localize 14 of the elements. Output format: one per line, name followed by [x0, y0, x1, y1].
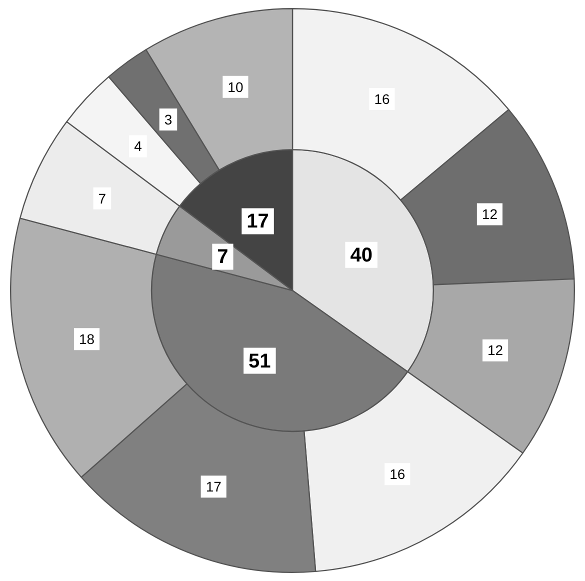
data-label: 17 — [246, 210, 269, 233]
data-label: 12 — [482, 206, 498, 222]
data-label: 7 — [98, 190, 106, 206]
data-label: 12 — [488, 342, 504, 358]
data-label: 16 — [390, 466, 406, 482]
data-label: 3 — [164, 111, 172, 128]
data-label: 51 — [248, 350, 271, 372]
data-label: 18 — [78, 331, 95, 348]
data-label: 7 — [217, 246, 228, 268]
data-label: 4 — [134, 138, 142, 154]
data-label: 10 — [228, 78, 244, 95]
data-label: 16 — [374, 90, 390, 107]
data-label: 17 — [206, 478, 222, 495]
data-label: 40 — [350, 244, 372, 266]
